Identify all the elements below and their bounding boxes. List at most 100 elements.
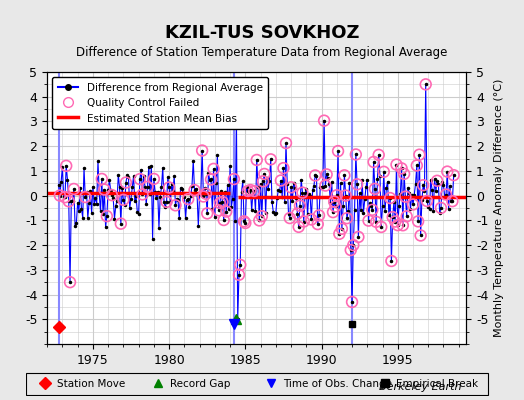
Point: [386, 195, 395, 201]
Text: Empirical Break: Empirical Break: [396, 379, 478, 389]
Point: [184, 196, 192, 202]
Point: [369, 159, 378, 165]
Text: Station Move: Station Move: [57, 379, 125, 389]
Point: [100, 186, 108, 193]
Point: [279, 165, 288, 171]
Point: [144, 184, 152, 190]
Point: [337, 226, 346, 232]
Point: [260, 171, 269, 177]
Point: [375, 152, 383, 158]
Point: [267, 156, 275, 162]
Point: [379, 169, 388, 175]
Point: [298, 190, 307, 196]
Point: [81, 194, 90, 200]
Point: [402, 213, 411, 220]
Point: [437, 205, 445, 211]
Point: [296, 202, 304, 209]
Point: [122, 179, 130, 186]
Point: [220, 217, 228, 223]
Point: [377, 224, 386, 230]
Point: [353, 181, 362, 188]
Point: [329, 209, 337, 215]
Point: [286, 215, 294, 221]
Point: [352, 151, 360, 158]
Point: [222, 208, 231, 215]
Point: [397, 165, 406, 172]
Point: [331, 203, 340, 210]
Point: [340, 172, 348, 178]
Point: [343, 215, 351, 221]
Point: [70, 186, 78, 192]
Point: [417, 232, 425, 239]
Point: [235, 272, 243, 278]
Point: [136, 176, 144, 182]
Point: [117, 220, 125, 227]
Point: [423, 198, 431, 204]
Point: [333, 192, 341, 198]
Point: [240, 218, 248, 224]
Point: [250, 188, 258, 194]
Y-axis label: Monthly Temperature Anomaly Difference (°C): Monthly Temperature Anomaly Difference (…: [494, 79, 504, 337]
Point: [300, 218, 308, 225]
Point: [313, 221, 322, 227]
Point: [448, 198, 456, 204]
Point: [190, 187, 199, 193]
Point: [372, 219, 380, 225]
Point: [56, 192, 64, 199]
Point: [219, 199, 227, 205]
Text: Difference of Station Temperature Data from Regional Average: Difference of Station Temperature Data f…: [77, 46, 447, 59]
Point: [293, 210, 302, 217]
Point: [415, 152, 423, 158]
Point: [202, 190, 210, 197]
Point: [214, 207, 223, 214]
Point: [230, 176, 238, 182]
Point: [244, 188, 252, 194]
Point: [253, 157, 261, 163]
Point: [334, 148, 342, 154]
Point: [258, 213, 266, 219]
Text: KZIL-TUS SOVKHOZ: KZIL-TUS SOVKHOZ: [165, 24, 359, 42]
Point: [421, 81, 430, 88]
Point: [119, 197, 127, 203]
Point: [342, 192, 350, 199]
Point: [315, 212, 323, 219]
Point: [399, 222, 407, 228]
Point: [108, 192, 116, 198]
Point: [62, 163, 70, 169]
Point: [66, 279, 74, 285]
Point: [387, 258, 396, 264]
Point: [349, 242, 357, 248]
Text: Berkeley Earth: Berkeley Earth: [379, 382, 461, 392]
Point: [391, 218, 399, 225]
Point: [216, 200, 224, 206]
Point: [330, 198, 339, 205]
Point: [162, 199, 171, 205]
Point: [138, 191, 147, 198]
Point: [443, 168, 452, 175]
Point: [412, 162, 421, 169]
Point: [364, 218, 373, 224]
Point: [199, 193, 208, 200]
Point: [282, 140, 290, 146]
Point: [311, 172, 320, 179]
Point: [354, 234, 363, 240]
Point: [409, 201, 417, 208]
Point: [287, 184, 295, 190]
Point: [207, 176, 215, 183]
Text: Time of Obs. Change: Time of Obs. Change: [283, 379, 392, 389]
Point: [210, 166, 218, 172]
Point: [388, 214, 397, 220]
Point: [150, 176, 158, 182]
Point: [370, 186, 379, 192]
Text: Record Gap: Record Gap: [170, 379, 231, 389]
Point: [307, 216, 315, 223]
Point: [400, 171, 408, 177]
Point: [203, 210, 211, 216]
Point: [348, 299, 356, 305]
Point: [241, 220, 249, 226]
Point: [103, 213, 111, 219]
Point: [171, 202, 180, 208]
Point: [246, 187, 255, 193]
Point: [335, 231, 344, 237]
Point: [236, 262, 244, 268]
